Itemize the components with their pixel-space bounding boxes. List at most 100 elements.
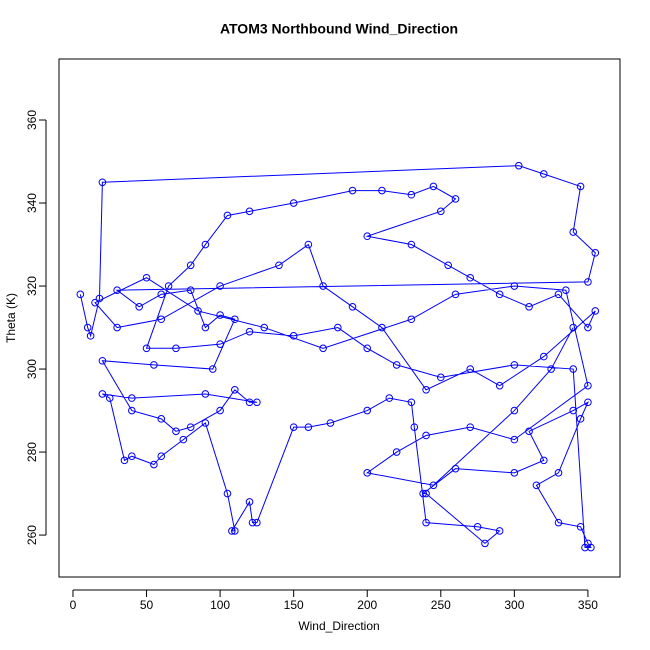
data-point — [363, 406, 372, 415]
data-point — [495, 527, 504, 535]
data-point — [231, 315, 239, 324]
data-point — [172, 427, 180, 436]
data-point — [466, 365, 475, 373]
data-point — [591, 307, 600, 315]
data-point — [216, 311, 224, 319]
data-point — [466, 423, 475, 431]
x-tick-label: 50 — [140, 598, 154, 612]
data-point — [363, 232, 372, 241]
data-point — [348, 302, 357, 311]
data-point — [179, 435, 188, 444]
data-point — [128, 452, 136, 461]
data-point — [363, 469, 372, 477]
data-point — [326, 419, 335, 427]
data-point — [201, 323, 210, 332]
data-point — [584, 381, 592, 390]
plot-frame — [58, 58, 621, 578]
data-point — [510, 469, 519, 477]
data-point — [392, 448, 401, 456]
data-point — [569, 365, 578, 373]
data-point — [451, 464, 460, 473]
data-point — [245, 327, 254, 336]
data-point — [113, 323, 121, 332]
y-axis-label: Theta (K) — [4, 293, 18, 343]
data-point — [194, 307, 202, 315]
data-point — [348, 186, 357, 195]
x-axis-label: Wind_Direction — [298, 619, 379, 633]
x-tick-label: 300 — [504, 598, 524, 612]
data-point — [304, 240, 313, 249]
data-point — [83, 323, 92, 332]
data-point — [150, 361, 158, 369]
data-point — [86, 332, 95, 340]
data-point — [275, 261, 283, 270]
data-point — [451, 195, 460, 203]
data-point — [539, 352, 548, 361]
data-point — [98, 390, 107, 398]
data-point — [120, 456, 129, 465]
data-point — [186, 261, 195, 270]
data-point — [532, 481, 541, 490]
data-point — [128, 394, 136, 402]
data-point — [495, 381, 504, 390]
data-point — [186, 423, 195, 431]
data-point — [378, 323, 386, 332]
data-point — [407, 398, 416, 407]
data-point — [429, 481, 438, 490]
data-point — [419, 489, 427, 498]
data-point — [289, 423, 298, 431]
data-point — [105, 394, 114, 402]
x-tick-label: 200 — [357, 598, 377, 612]
data-point — [216, 340, 224, 348]
data-point — [587, 543, 595, 552]
data-point — [164, 282, 173, 290]
data-point — [228, 527, 236, 535]
data-point — [245, 498, 254, 506]
data-point — [216, 406, 224, 415]
data-point — [128, 406, 136, 415]
x-tick-label: 250 — [431, 598, 451, 612]
data-point — [231, 527, 239, 535]
data-point — [562, 286, 570, 294]
data-point — [547, 365, 555, 373]
data-point — [319, 282, 327, 290]
y-tick-label: 260 — [25, 525, 39, 545]
data-point — [576, 415, 585, 423]
data-point — [135, 302, 143, 311]
x-tick-label: 0 — [70, 598, 77, 612]
data-point — [319, 344, 327, 353]
data-point — [334, 323, 342, 332]
data-point — [245, 207, 254, 216]
data-point — [436, 373, 445, 382]
data-point — [208, 365, 217, 373]
data-line — [79, 165, 596, 549]
data-point — [422, 489, 430, 498]
data-point — [436, 207, 445, 216]
data-point — [473, 522, 482, 531]
data-point — [172, 344, 180, 353]
data-point — [260, 323, 269, 332]
data-point — [142, 273, 151, 282]
data-point — [576, 522, 585, 531]
data-point — [554, 518, 563, 527]
data-point — [510, 361, 519, 369]
y-tick-label: 360 — [25, 110, 39, 130]
data-point — [95, 294, 104, 303]
y-tick-label: 300 — [25, 359, 39, 379]
data-point — [510, 282, 519, 290]
data-point — [407, 315, 416, 324]
data-point — [514, 161, 523, 170]
data-point — [591, 249, 600, 257]
data-point — [253, 398, 261, 407]
data-point — [451, 290, 460, 299]
chart-title: ATOM3 Northbound Wind_Direction — [220, 21, 458, 37]
data-point — [581, 543, 589, 552]
data-point — [98, 178, 107, 187]
y-tick-label: 320 — [25, 276, 39, 296]
data-point — [510, 435, 519, 444]
data-point — [539, 170, 548, 178]
data-point — [554, 469, 563, 477]
data-point — [569, 406, 578, 415]
data-point — [422, 386, 430, 394]
